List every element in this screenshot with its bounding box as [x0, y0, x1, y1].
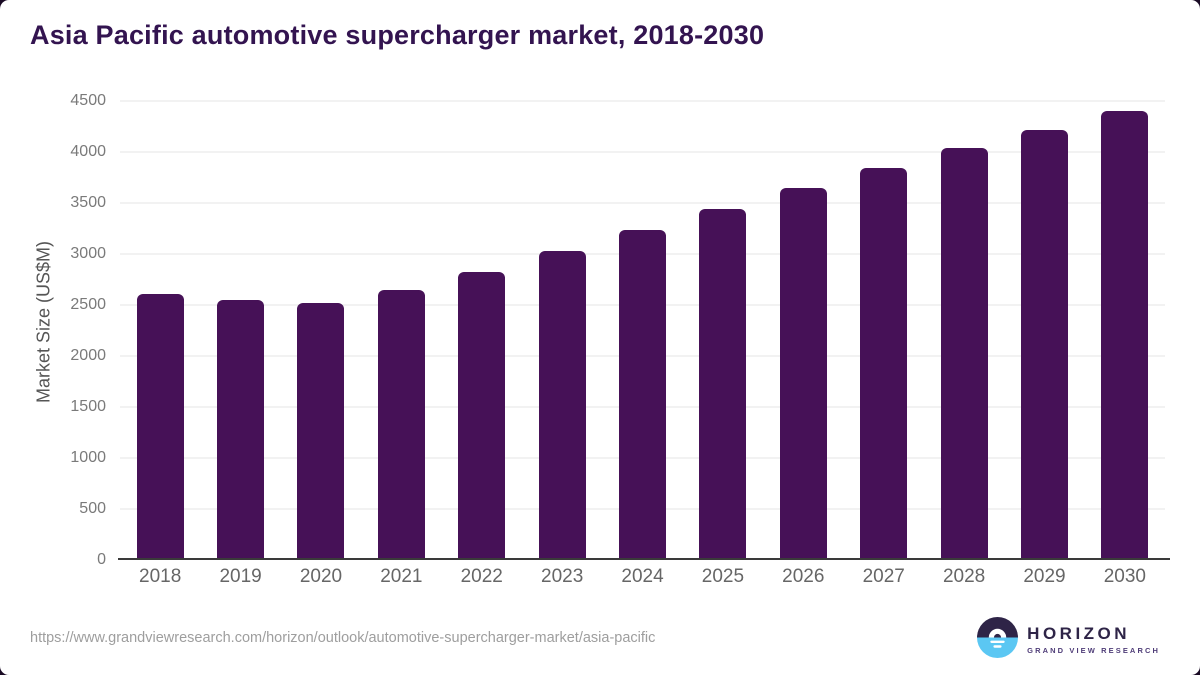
- x-tick-label-2019: 2019: [219, 566, 262, 587]
- x-tick-label-2021: 2021: [380, 566, 423, 587]
- x-tick-label-2023: 2023: [541, 566, 584, 587]
- horizon-logo-text: HORIZON GRAND VIEW RESEARCH: [1027, 624, 1160, 655]
- x-tick-label-2022: 2022: [460, 566, 503, 587]
- bar-2019: [217, 299, 265, 560]
- bar-2029: [1020, 130, 1068, 560]
- bar-2027: [860, 167, 908, 560]
- x-tick-label-2030: 2030: [1103, 566, 1147, 587]
- y-tick-label-4500: 4500: [70, 92, 106, 109]
- logo-tagline: GRAND VIEW RESEARCH: [1027, 645, 1160, 655]
- x-tick-label-2020: 2020: [299, 566, 343, 587]
- plot-area: [120, 100, 1165, 560]
- bar-2018: [136, 293, 184, 560]
- gridline-3500: [120, 202, 1165, 204]
- bar-slot-2029: [1004, 101, 1084, 560]
- y-tick-label-1500: 1500: [70, 398, 106, 416]
- x-tick-label-2024: 2024: [621, 566, 664, 587]
- bar-slot-2028: [924, 101, 1004, 560]
- y-tick-label-2500: 2500: [70, 296, 106, 313]
- bar-2021: [377, 289, 425, 560]
- logo-brand: HORIZON: [1027, 624, 1131, 644]
- bar-series: [120, 101, 1165, 560]
- horizon-logo: HORIZON GRAND VIEW RESEARCH: [977, 617, 1160, 663]
- bar-slot-2027: [844, 101, 924, 560]
- x-tick-label-2027: 2027: [862, 566, 905, 587]
- x-tick-label-2025: 2025: [701, 566, 745, 587]
- bar-2026: [779, 188, 827, 560]
- bar-slot-2022: [442, 101, 522, 560]
- y-tick-label-500: 500: [79, 500, 106, 517]
- source-url: https://www.grandviewresearch.com/horizo…: [30, 630, 656, 646]
- bar-slot-2021: [361, 101, 441, 560]
- bar-2022: [458, 272, 506, 560]
- y-tick-label-1000: 1000: [70, 449, 106, 466]
- gridline-4500: [120, 100, 1165, 102]
- gridline-4000: [120, 151, 1165, 153]
- x-tick-label-2028: 2028: [942, 566, 986, 587]
- horizon-logo-icon: [977, 617, 1019, 663]
- bar-slot-2023: [522, 101, 602, 560]
- bar-slot-2030: [1085, 101, 1165, 560]
- bar-2024: [619, 230, 667, 560]
- chart-title: Asia Pacific automotive supercharger mar…: [30, 20, 765, 50]
- bar-slot-2024: [602, 101, 682, 560]
- y-axis-tick-labels: 0 500 1000 1500 2000 2500 3000 3500 4000 4500: [0, 92, 106, 568]
- y-tick-label-4000: 4000: [70, 143, 106, 160]
- y-tick-label-3500: 3500: [70, 194, 106, 211]
- bar-2023: [538, 250, 586, 560]
- bar-2020: [297, 303, 345, 560]
- bar-slot-2018: [120, 101, 200, 560]
- bar-slot-2019: [200, 101, 280, 560]
- y-tick-label-0: 0: [97, 551, 106, 568]
- bar-slot-2025: [683, 101, 763, 560]
- x-tick-label-2026: 2026: [782, 566, 825, 587]
- bar-2028: [940, 147, 988, 560]
- bar-2030: [1101, 110, 1149, 560]
- y-tick-label-3000: 3000: [70, 245, 106, 263]
- bar-2025: [699, 209, 747, 560]
- y-tick-label-2000: 2000: [70, 347, 106, 364]
- bar-slot-2026: [763, 101, 843, 560]
- bar-slot-2020: [281, 101, 361, 560]
- x-axis-tick-labels: 2018 2019 2020 2021 2022 2023 2024 2025 2026 2027…: [120, 566, 1165, 588]
- x-tick-label-2029: 2029: [1023, 566, 1066, 587]
- x-tick-label-2018: 2018: [139, 566, 182, 587]
- x-axis-line: [118, 558, 1170, 560]
